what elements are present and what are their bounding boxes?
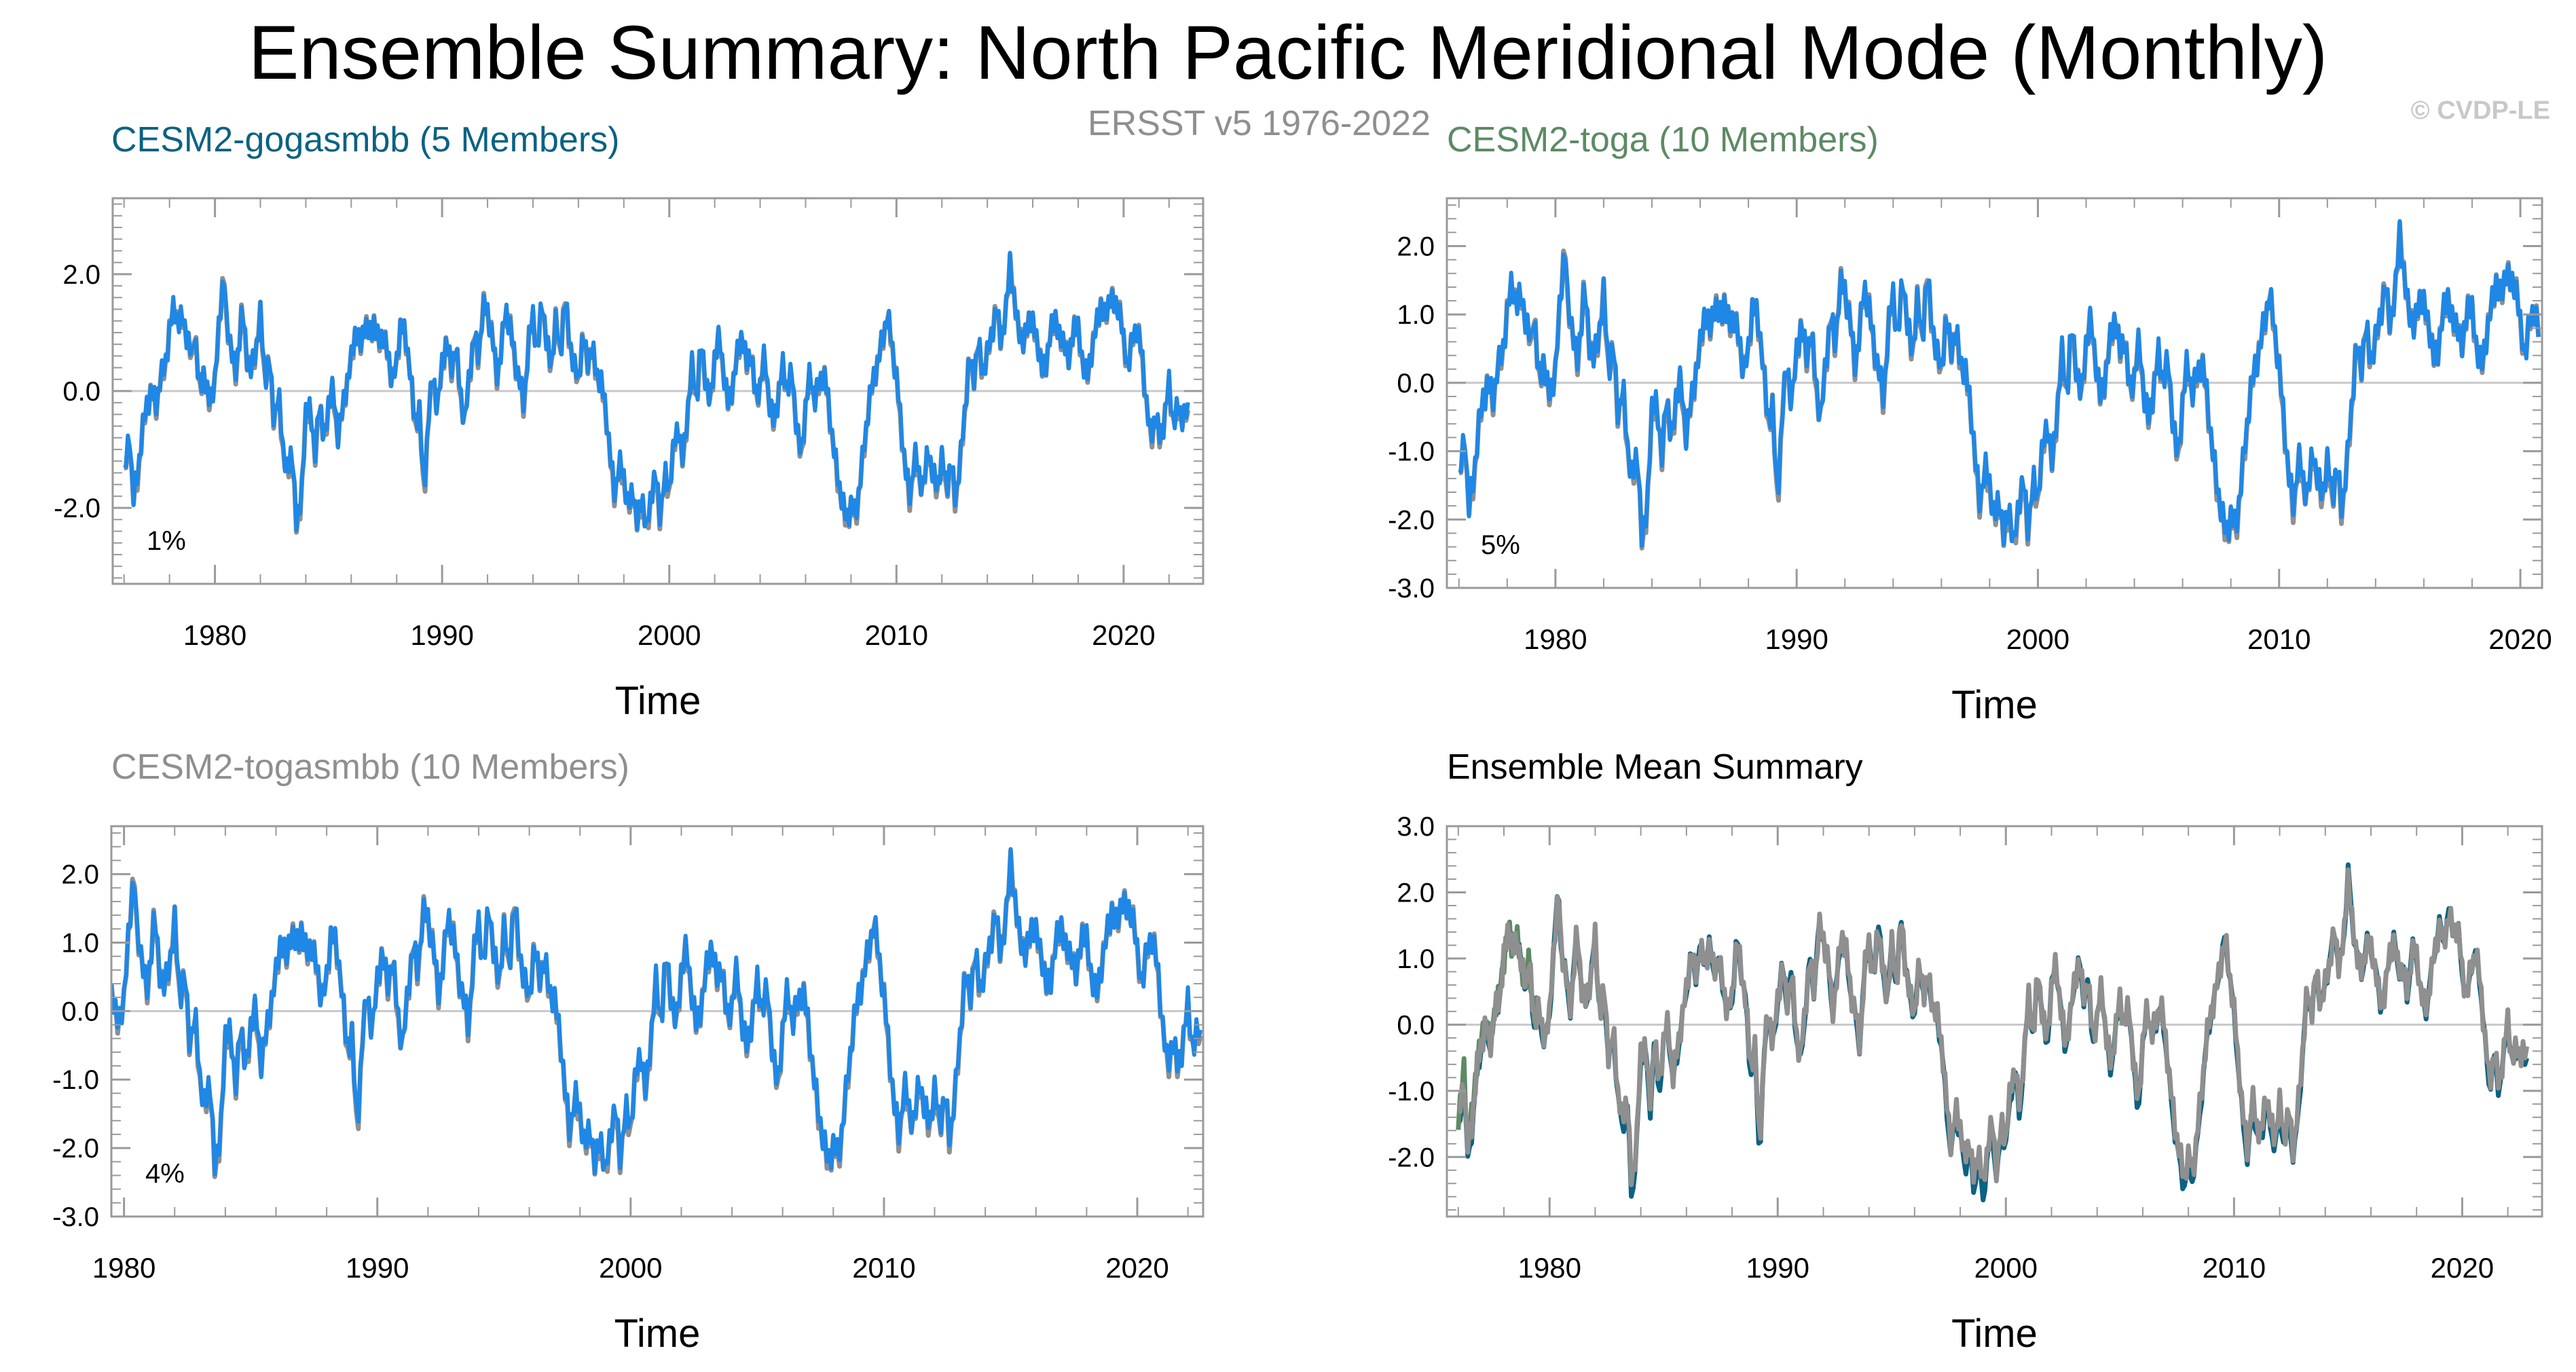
x-tick-label: 2010 bbox=[2203, 1252, 2266, 1284]
x-tick-label: 2010 bbox=[2247, 623, 2311, 655]
y-tick-label: 2.0 bbox=[1397, 878, 1435, 908]
series-group bbox=[111, 847, 1203, 1179]
reference-label: ERSST v5 1976-2022 bbox=[1088, 104, 1431, 143]
plot-frame bbox=[1446, 197, 2543, 589]
y-tick-label: 2.0 bbox=[1397, 231, 1435, 261]
credit-label: © CVDP-LE bbox=[2410, 96, 2550, 125]
series-line-obs bbox=[1458, 867, 2530, 1187]
x-tick-label: 1990 bbox=[1765, 623, 1828, 655]
y-tick-label: -2.0 bbox=[1388, 505, 1435, 535]
panel-title-gogasmbb: CESM2-gogasmbb (5 Members) bbox=[111, 120, 620, 160]
series-line-toga bbox=[1456, 919, 1541, 1140]
x-tick-label: 1990 bbox=[410, 619, 473, 651]
y-tick-label: -3.0 bbox=[1388, 574, 1435, 604]
x-tick-label: 1990 bbox=[1746, 1252, 1809, 1284]
y-tick-label: 0.0 bbox=[1397, 369, 1435, 398]
chart-panel-togasmbb: -3.0 -2.0 -1.0 0.0 1.0 2.0 1980 1990 2000 2010 202… bbox=[52, 825, 1204, 1356]
x-axis-label: Time bbox=[615, 679, 701, 723]
y-tick-label: 1.0 bbox=[1397, 300, 1435, 330]
y-tick-label: 0.0 bbox=[1397, 1010, 1435, 1040]
series-line-obs bbox=[124, 251, 1191, 535]
y-tick-label: -2.0 bbox=[1388, 1143, 1435, 1172]
x-tick-label: 2000 bbox=[1974, 1252, 2038, 1284]
y-tick-label: 2.0 bbox=[61, 860, 99, 890]
chart-panel-gogasmbb: -2.0 0.0 2.0 1980 1990 2000 2010 2020 Time 1% bbox=[54, 197, 1204, 723]
y-tick-label: 0.0 bbox=[61, 997, 99, 1026]
x-axis-label: Time bbox=[1951, 1312, 2038, 1356]
figure-title: Ensemble Summary: North Pacific Meridion… bbox=[248, 10, 2328, 95]
percent-annotation: 1% bbox=[147, 526, 186, 556]
x-axis-label: Time bbox=[614, 1312, 701, 1356]
x-tick-label: 2020 bbox=[2431, 1252, 2494, 1284]
series-line-obs bbox=[111, 848, 1203, 1179]
x-tick-label: 2020 bbox=[2488, 623, 2552, 655]
x-tick-label: 1980 bbox=[1518, 1252, 1581, 1284]
y-tick-label: 1.0 bbox=[61, 928, 99, 958]
x-tick-label: 2000 bbox=[638, 619, 701, 651]
y-tick-label: -1.0 bbox=[1388, 437, 1435, 467]
x-tick-label: 2020 bbox=[1092, 619, 1155, 651]
x-tick-label: 1990 bbox=[346, 1252, 409, 1284]
y-tick-label: -1.0 bbox=[52, 1065, 99, 1095]
series-line-model bbox=[111, 847, 1203, 1176]
y-tick-label: 1.0 bbox=[1397, 944, 1435, 974]
y-tick-label: 3.0 bbox=[1397, 812, 1435, 842]
x-tick-label: 2010 bbox=[865, 619, 928, 651]
series-group bbox=[1458, 219, 2541, 551]
y-tick-label: -1.0 bbox=[1388, 1077, 1435, 1107]
y-tick-label: -3.0 bbox=[52, 1202, 99, 1232]
panel-title-toga: CESM2-toga (10 Members) bbox=[1447, 120, 1879, 160]
y-tick-label: -2.0 bbox=[54, 494, 100, 523]
y-tick-label: 0.0 bbox=[62, 377, 100, 407]
percent-annotation: 5% bbox=[1481, 530, 1520, 560]
x-tick-label: 2000 bbox=[2006, 623, 2069, 655]
x-tick-label: 1980 bbox=[1524, 623, 1587, 655]
x-tick-label: 2020 bbox=[1105, 1252, 1169, 1284]
series-line-model bbox=[1458, 219, 2541, 548]
x-tick-label: 2010 bbox=[852, 1252, 915, 1284]
x-tick-label: 2000 bbox=[599, 1252, 662, 1284]
y-tick-label: 2.0 bbox=[62, 260, 100, 290]
series-group bbox=[1456, 862, 2530, 1203]
series-line-model bbox=[123, 251, 1190, 533]
x-tick-label: 1980 bbox=[183, 619, 246, 651]
plot-frame bbox=[1446, 825, 2543, 1218]
y-tick-label: -2.0 bbox=[52, 1134, 99, 1164]
x-tick-label: 1980 bbox=[92, 1252, 155, 1284]
plot-frame bbox=[110, 825, 1204, 1218]
percent-annotation: 4% bbox=[145, 1159, 185, 1189]
panel-title-ensemble-mean: Ensemble Mean Summary bbox=[1447, 747, 1863, 787]
chart-panel-mean: -2.0 -1.0 0.0 1.0 2.0 3.0 1980 1990 2000 2010 2020… bbox=[1388, 812, 2543, 1356]
chart-panel-toga: -3.0 -2.0 -1.0 0.0 1.0 2.0 1980 1990 2000 2010 202… bbox=[1388, 197, 2552, 727]
series-group bbox=[123, 251, 1191, 535]
panel-title-togasmbb: CESM2-togasmbb (10 Members) bbox=[111, 747, 629, 787]
x-axis-label: Time bbox=[1951, 683, 2038, 727]
